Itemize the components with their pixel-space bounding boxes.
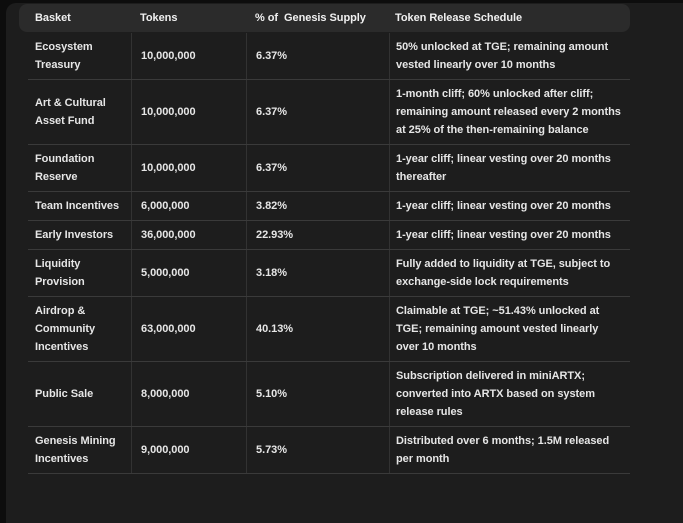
tokens-cell: 8,000,000 <box>131 362 246 427</box>
basket-label: Public Sale <box>35 388 94 400</box>
tokens-value: 36,000,000 <box>141 229 196 241</box>
genesis-supply-value: 6.37% <box>256 162 287 174</box>
release-schedule-text: 1-month cliff; 60% unlocked after cliff;… <box>396 88 621 136</box>
tokens-value: 10,000,000 <box>141 162 196 174</box>
release-schedule-text: 1-year cliff; linear vesting over 20 mon… <box>396 229 611 241</box>
release-schedule-text: 1-year cliff; linear vesting over 20 mon… <box>396 200 611 212</box>
table-row: Ecosystem Treasury 10,000,000 6.37% 50% … <box>19 33 630 80</box>
table-row: Foundation Reserve 10,000,000 6.37% 1-ye… <box>19 145 630 192</box>
basket-label: Airdrop & Community Incentives <box>35 305 96 353</box>
column-header-basket: Basket <box>35 12 71 24</box>
table-header-row: Basket Tokens % of Genesis Supply Token … <box>19 4 630 32</box>
basket-label: Early Investors <box>35 229 114 241</box>
basket-label: Liquidity Provision <box>35 258 85 288</box>
genesis-supply-cell: 5.10% <box>246 362 389 427</box>
release-schedule-cell: 1-year cliff; linear vesting over 20 mon… <box>389 145 630 192</box>
genesis-supply-cell: 6.37% <box>246 145 389 192</box>
tokens-cell: 9,000,000 <box>131 427 246 474</box>
genesis-supply-cell: 6.37% <box>246 80 389 145</box>
genesis-supply-value: 6.37% <box>256 50 287 62</box>
tokens-cell: 10,000,000 <box>131 33 246 80</box>
release-schedule-text: 50% unlocked at TGE; remaining amount ve… <box>396 41 609 71</box>
genesis-supply-value: 6.37% <box>256 106 287 118</box>
basket-label: Foundation Reserve <box>35 153 95 183</box>
genesis-supply-value: 40.13% <box>256 323 294 335</box>
table-body: Ecosystem Treasury 10,000,000 6.37% 50% … <box>19 33 630 474</box>
release-schedule-text: Distributed over 6 months; 1.5M released… <box>396 435 610 465</box>
tokens-cell: 63,000,000 <box>131 297 246 362</box>
content-panel: Basket Tokens % of Genesis Supply Token … <box>6 3 683 523</box>
genesis-supply-cell: 3.18% <box>246 250 389 297</box>
basket-label: Art & Cultural Asset Fund <box>35 97 106 127</box>
basket-cell: Genesis Mining Incentives <box>19 427 131 474</box>
genesis-supply-value: 3.82% <box>256 200 287 212</box>
genesis-supply-cell: 3.82% <box>246 192 389 221</box>
release-schedule-cell: 1-year cliff; linear vesting over 20 mon… <box>389 221 630 250</box>
genesis-supply-cell: 22.93% <box>246 221 389 250</box>
table-row: Early Investors 36,000,000 22.93% 1-year… <box>19 221 630 250</box>
release-schedule-text: Claimable at TGE; ~51.43% unlocked at TG… <box>396 305 600 353</box>
release-schedule-text: 1-year cliff; linear vesting over 20 mon… <box>396 153 611 183</box>
basket-cell: Art & Cultural Asset Fund <box>19 80 131 145</box>
tokens-value: 8,000,000 <box>141 388 190 400</box>
column-header-genesis-supply: % of Genesis Supply <box>255 12 366 24</box>
tokens-value: 10,000,000 <box>141 50 196 62</box>
tokens-value: 10,000,000 <box>141 106 196 118</box>
tokens-cell: 10,000,000 <box>131 80 246 145</box>
column-header-tokens: Tokens <box>140 12 178 24</box>
release-schedule-cell: 1-year cliff; linear vesting over 20 mon… <box>389 192 630 221</box>
release-schedule-cell: Claimable at TGE; ~51.43% unlocked at TG… <box>389 297 630 362</box>
tokens-value: 6,000,000 <box>141 200 190 212</box>
tokens-value: 9,000,000 <box>141 444 190 456</box>
basket-label: Genesis Mining Incentives <box>35 435 116 465</box>
table-row: Public Sale 8,000,000 5.10% Subscription… <box>19 362 630 427</box>
tokens-value: 63,000,000 <box>141 323 196 335</box>
release-schedule-cell: Fully added to liquidity at TGE, subject… <box>389 250 630 297</box>
basket-label: Team Incentives <box>35 200 120 212</box>
table-row: Team Incentives 6,000,000 3.82% 1-year c… <box>19 192 630 221</box>
release-schedule-cell: 50% unlocked at TGE; remaining amount ve… <box>389 33 630 80</box>
tokens-cell: 36,000,000 <box>131 221 246 250</box>
basket-cell: Early Investors <box>19 221 131 250</box>
release-schedule-cell: 1-month cliff; 60% unlocked after cliff;… <box>389 80 630 145</box>
token-allocation-table: Basket Tokens % of Genesis Supply Token … <box>19 4 630 474</box>
tokens-cell: 10,000,000 <box>131 145 246 192</box>
tokens-cell: 6,000,000 <box>131 192 246 221</box>
table-row: Liquidity Provision 5,000,000 3.18% Full… <box>19 250 630 297</box>
basket-cell: Foundation Reserve <box>19 145 131 192</box>
genesis-supply-value: 22.93% <box>256 229 294 241</box>
release-schedule-cell: Subscription delivered in miniARTX; conv… <box>389 362 630 427</box>
table-row: Genesis Mining Incentives 9,000,000 5.73… <box>19 427 630 474</box>
genesis-supply-value: 5.10% <box>256 388 287 400</box>
basket-cell: Ecosystem Treasury <box>19 33 131 80</box>
basket-cell: Public Sale <box>19 362 131 427</box>
column-header-release-schedule: Token Release Schedule <box>395 12 523 24</box>
basket-cell: Team Incentives <box>19 192 131 221</box>
release-schedule-text: Fully added to liquidity at TGE, subject… <box>396 258 611 288</box>
basket-label: Ecosystem Treasury <box>35 41 93 71</box>
tokens-value: 5,000,000 <box>141 267 190 279</box>
genesis-supply-cell: 5.73% <box>246 427 389 474</box>
release-schedule-text: Subscription delivered in miniARTX; conv… <box>396 370 595 418</box>
genesis-supply-value: 5.73% <box>256 444 287 456</box>
basket-cell: Airdrop & Community Incentives <box>19 297 131 362</box>
genesis-supply-value: 3.18% <box>256 267 287 279</box>
tokens-cell: 5,000,000 <box>131 250 246 297</box>
genesis-supply-cell: 40.13% <box>246 297 389 362</box>
table-row: Art & Cultural Asset Fund 10,000,000 6.3… <box>19 80 630 145</box>
genesis-supply-cell: 6.37% <box>246 33 389 80</box>
basket-cell: Liquidity Provision <box>19 250 131 297</box>
table-row: Airdrop & Community Incentives 63,000,00… <box>19 297 630 362</box>
release-schedule-cell: Distributed over 6 months; 1.5M released… <box>389 427 630 474</box>
